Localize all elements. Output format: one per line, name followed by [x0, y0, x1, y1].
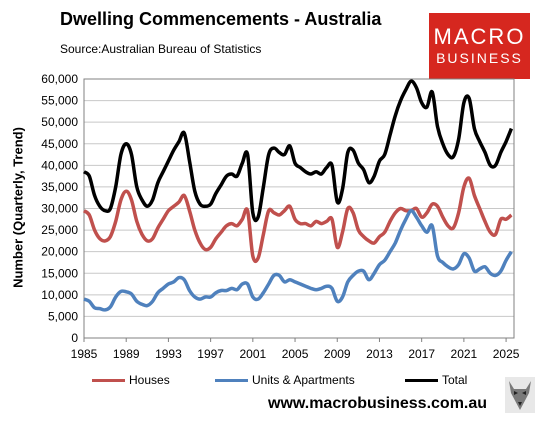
macrobusiness-logo: MACRO BUSINESS [429, 13, 530, 79]
y-tick-label: 15,000 [41, 266, 78, 280]
y-tick-label: 45,000 [41, 137, 78, 151]
logo-line-2: BUSINESS [436, 50, 523, 66]
series-line-total [82, 79, 514, 223]
series-line-houses [82, 176, 513, 264]
legend-label-units: Units & Apartments [252, 373, 355, 387]
x-tick-label: 2021 [451, 347, 478, 361]
y-axis-label: Number (Quarterly, Trend) [10, 127, 26, 288]
logo-line-1: MACRO [433, 24, 526, 49]
x-tick-label: 1989 [113, 347, 140, 361]
chart-title: Dwelling Commencements - Australia [60, 9, 382, 29]
y-tick-label: 60,000 [41, 72, 78, 86]
series-line-units-apartments [83, 208, 513, 312]
x-tick-label: 2009 [324, 347, 351, 361]
x-tick-label: 1985 [71, 347, 98, 361]
x-tick-label: 2001 [239, 347, 266, 361]
legend-swatch-total [405, 378, 438, 382]
legend-item-houses: Houses [92, 373, 170, 387]
legend-item-total: Total [405, 373, 467, 387]
y-tick-label: 35,000 [41, 180, 78, 194]
x-tick-label: 2005 [282, 347, 309, 361]
legend-swatch-houses [92, 378, 125, 382]
y-tick-label: 40,000 [41, 158, 78, 172]
x-tick-label: 1993 [155, 347, 182, 361]
website-url: www.macrobusiness.com.au [268, 395, 488, 412]
x-tick-label: 2025 [493, 347, 520, 361]
y-tick-label: 30,000 [41, 202, 78, 216]
legend-label-total: Total [442, 373, 468, 387]
legend-label-houses: Houses [129, 373, 170, 387]
plot-area [83, 78, 515, 339]
y-tick-label: 5,000 [48, 309, 78, 323]
wolf-icon [505, 377, 535, 413]
y-tick-label: 0 [71, 331, 78, 345]
source-label: Source:Australian Bureau of Statistics [60, 42, 262, 56]
x-tick-label: 1997 [197, 347, 224, 361]
y-tick-label: 10,000 [41, 288, 78, 302]
y-tick-label: 25,000 [41, 223, 78, 237]
y-tick-label: 55,000 [41, 94, 78, 108]
legend-item-units: Units & Apartments [215, 373, 355, 387]
y-tick-label: 20,000 [41, 245, 78, 259]
legend-swatch-units [215, 378, 248, 382]
x-tick-label: 2013 [366, 347, 393, 361]
y-tick-label: 50,000 [41, 115, 78, 129]
chart-legend: Houses Units & Apartments Total [0, 373, 544, 389]
x-tick-label: 2017 [408, 347, 435, 361]
